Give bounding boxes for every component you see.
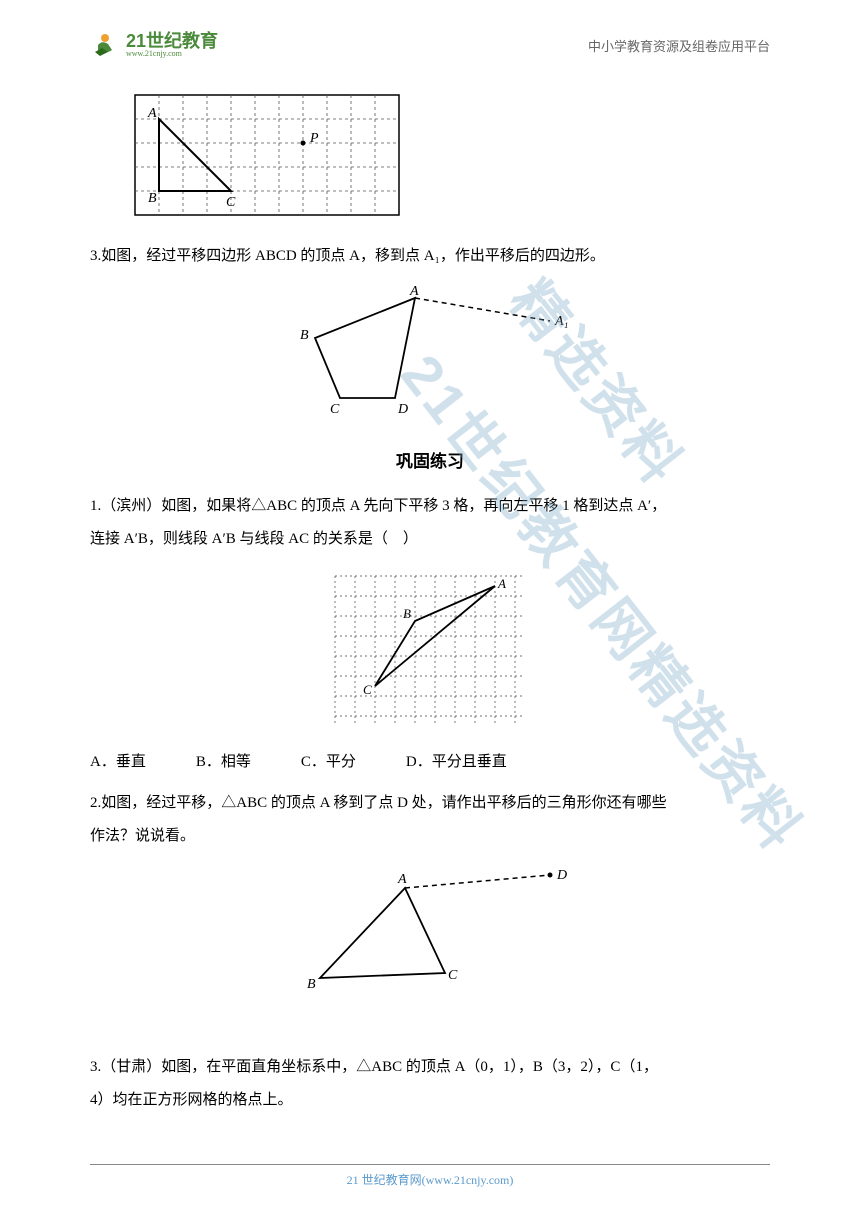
- abc-label-A: A: [497, 576, 506, 591]
- tri-label-B: B: [307, 977, 316, 992]
- problem-3-bottom-line1: 3.（甘肃）如图，在平面直角坐标系中，△ABC 的顶点 A（0，1），B（3，2…: [90, 1051, 770, 1084]
- label-A: A: [147, 106, 157, 121]
- problem-1-line1: 1.（滨州）如图，如果将△ABC 的顶点 A 先向下平移 3 格，再向左平移 1…: [90, 490, 770, 523]
- figure-grid-abc: A B C: [90, 566, 770, 736]
- problem-1-line2: 连接 A′B，则线段 A′B 与线段 AC 的关系是（ ）: [90, 523, 770, 556]
- figure-quadrilateral: A A₁ B C D: [90, 283, 770, 423]
- option-a: A．垂直: [90, 746, 146, 779]
- quadrilateral-svg: A A₁ B C D: [260, 283, 600, 423]
- label-B: B: [148, 191, 157, 206]
- option-d: D．平分且垂直: [406, 746, 507, 779]
- label-P: P: [309, 131, 319, 146]
- problem-2-line2: 作法？说说看。: [90, 820, 770, 853]
- logo: 21世纪教育 www.21cnjy.com: [90, 30, 218, 60]
- logo-sub-text: www.21cnjy.com: [126, 50, 218, 58]
- quad-label-B: B: [300, 328, 309, 343]
- logo-text: 21世纪教育 www.21cnjy.com: [126, 32, 218, 58]
- problem-3-bottom-line2: 4）均在正方形网格的格点上。: [90, 1084, 770, 1117]
- figure-grid-triangle: A B C P: [130, 90, 770, 230]
- abc-label-C: C: [363, 682, 372, 697]
- quad-label-D: D: [397, 402, 408, 417]
- page-footer: 21 世纪教育网(www.21cnjy.com): [0, 1164, 860, 1188]
- page-header: 21世纪教育 www.21cnjy.com 中小学教育资源及组卷应用平台: [0, 0, 860, 70]
- triangle-abc-d-svg: A B C D: [275, 863, 585, 993]
- problem-3-bottom: 3.（甘肃）如图，在平面直角坐标系中，△ABC 的顶点 A（0，1），B（3，2…: [90, 1051, 770, 1117]
- problem-3-top-text: 3.如图，经过平移四边形 ABCD 的顶点 A，移到点 A₁，作出平移后的四边形…: [90, 248, 605, 264]
- problem-2: 2.如图，经过平移，△ABC 的顶点 A 移到了点 D 处，请作出平移后的三角形…: [90, 787, 770, 853]
- label-C: C: [226, 195, 236, 210]
- footer-line: [90, 1164, 770, 1165]
- grid-abc-svg: A B C: [325, 566, 535, 736]
- abc-label-B: B: [403, 606, 411, 621]
- tri-label-C: C: [448, 968, 458, 983]
- quad-label-C: C: [330, 402, 340, 417]
- logo-icon: [90, 30, 120, 60]
- footer-text: 21 世纪教育网(www.21cnjy.com): [347, 1173, 514, 1187]
- quad-label-A1: A₁: [554, 314, 568, 329]
- logo-main-text: 21世纪教育: [126, 32, 218, 50]
- tri-label-A: A: [397, 872, 407, 887]
- grid-triangle-svg: A B C P: [130, 90, 420, 230]
- tri-label-D: D: [556, 868, 567, 883]
- section-title: 巩固练习: [90, 443, 770, 480]
- problem-1-options: A．垂直 B．相等 C．平分 D．平分且垂直: [90, 746, 770, 779]
- figure-triangle-abc-d: A B C D: [90, 863, 770, 993]
- option-c: C．平分: [301, 746, 356, 779]
- quad-label-A: A: [409, 284, 419, 299]
- page-content: A B C P 3.如图，经过平移四边形 ABCD 的顶点 A，移到点 A₁，作…: [0, 70, 860, 1117]
- option-b: B．相等: [196, 746, 251, 779]
- problem-3-top: 3.如图，经过平移四边形 ABCD 的顶点 A，移到点 A₁，作出平移后的四边形…: [90, 240, 770, 273]
- problem-2-line1: 2.如图，经过平移，△ABC 的顶点 A 移到了点 D 处，请作出平移后的三角形…: [90, 787, 770, 820]
- header-right-text: 中小学教育资源及组卷应用平台: [588, 36, 770, 55]
- problem-1: 1.（滨州）如图，如果将△ABC 的顶点 A 先向下平移 3 格，再向左平移 1…: [90, 490, 770, 556]
